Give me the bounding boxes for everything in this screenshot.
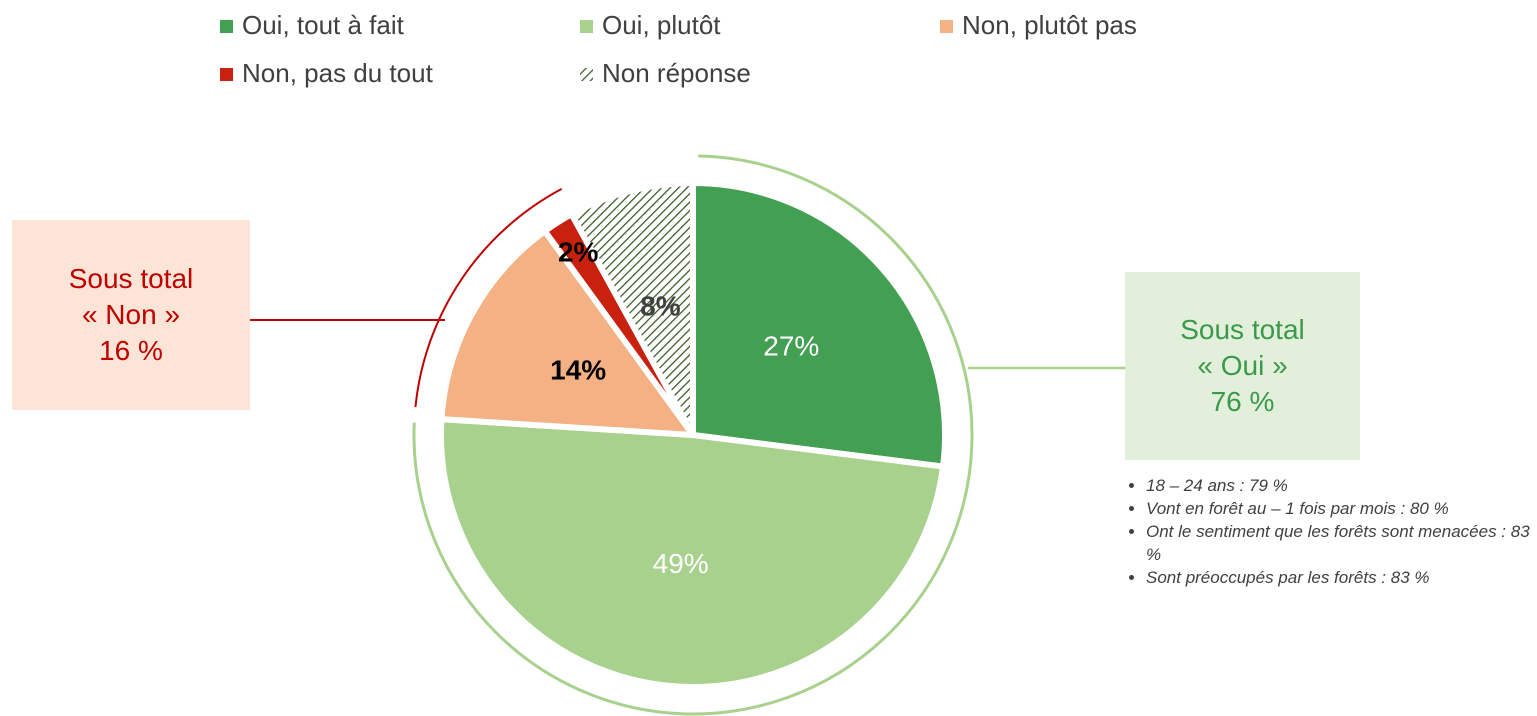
notes: 18 – 24 ans : 79 % Vont en forêt au – 1 … [1128, 474, 1537, 589]
subtotal-oui: Sous total « Oui » 76 % [1125, 272, 1360, 460]
subtotal-non: Sous total « Non » 16 % [12, 220, 250, 410]
legend-label: Oui, tout à fait [242, 10, 405, 40]
pie-slice [438, 415, 947, 690]
legend-marker [220, 20, 233, 33]
subtotal-text: « Non » [81, 299, 181, 330]
group-arc-oui [412, 154, 974, 716]
note: Ont le sentiment que les forêts sont men… [1146, 520, 1537, 566]
legend-marker [580, 68, 593, 81]
legend-label: Non, plutôt pas [962, 10, 1137, 40]
legend-marker [580, 20, 593, 33]
legend-label: Oui, plutôt [602, 10, 721, 40]
pie-slice [690, 179, 948, 470]
legend-marker [220, 68, 233, 81]
data-label: 14% [550, 354, 606, 385]
subtotal-text: Sous total [68, 263, 194, 294]
subtotal-text: 76 % [1210, 386, 1275, 417]
legend-label: Non, pas du tout [242, 58, 434, 88]
note: 18 – 24 ans : 79 % [1146, 474, 1537, 497]
note: Sont préoccupés par les forêts : 83 % [1146, 566, 1537, 589]
subtotal-text: « Oui » [1197, 350, 1288, 381]
pie-slice [438, 226, 700, 439]
legend-marker [940, 20, 953, 33]
data-label: 49% [653, 548, 709, 579]
group-arc-non [414, 187, 563, 408]
data-label: 27% [763, 331, 819, 362]
data-label: 8% [640, 290, 681, 321]
subtotal-text: Sous total [1180, 314, 1305, 345]
legend-label: Non réponse [602, 58, 751, 88]
subtotal-text: 16 % [99, 335, 163, 366]
note: Vont en forêt au – 1 fois par mois : 80 … [1146, 497, 1537, 520]
pie-slice [567, 179, 696, 437]
data-label: 2% [558, 237, 599, 268]
